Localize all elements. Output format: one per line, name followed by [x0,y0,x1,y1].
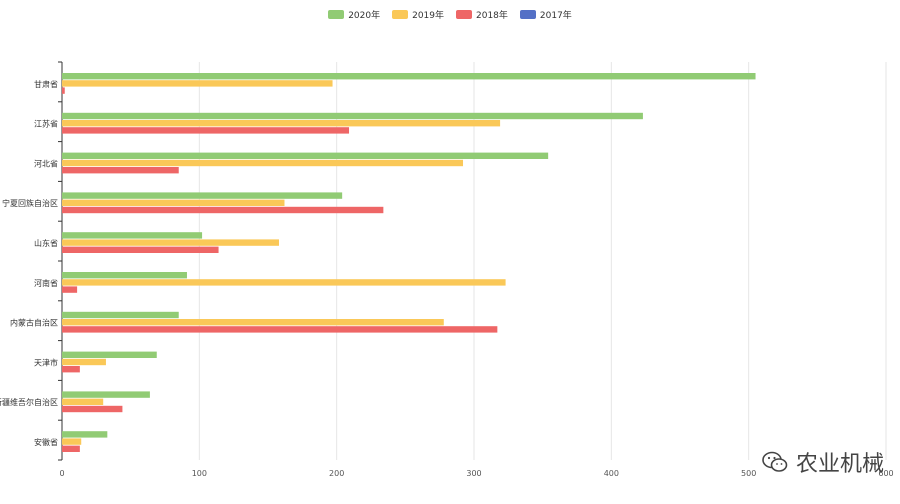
watermark: 农业机械 [760,446,884,478]
y-tick-label: 山东省 [34,238,58,248]
legend-label: 2017年 [539,11,572,21]
bar [62,239,279,246]
legend-swatch [392,10,409,19]
y-tick-label: 河北省 [34,158,58,168]
y-tick-label: 内蒙古自治区 [10,318,58,328]
y-tick-label: 甘肃省 [34,79,58,89]
x-tick-label: 500 [741,469,756,478]
legend-swatch [519,10,536,19]
bar [62,398,104,405]
bar [62,120,501,127]
bar [62,438,82,445]
legend-label: 2018年 [476,11,508,21]
legend: 2020年 2019年 2018年 2017年 [0,8,900,21]
legend-label: 2019年 [412,11,444,21]
bar [62,246,219,253]
y-tick-label: 江苏省 [34,119,58,129]
bar [62,366,80,373]
bar [62,206,384,214]
bar [62,272,187,279]
bar [62,167,179,174]
bar [62,127,350,134]
bar [62,159,464,167]
legend-swatch [328,10,345,19]
bar [62,358,106,366]
bar [62,152,549,159]
legend-item[interactable]: 2018年 [456,8,508,21]
y-tick-label: 宁夏回族自治区 [2,198,58,208]
bar [62,199,285,206]
bar [62,319,444,326]
bar [62,279,506,286]
legend-item[interactable]: 2020年 [328,8,380,21]
x-tick-label: 600 [878,469,893,478]
legend-item[interactable]: 2017年 [519,8,572,21]
bar [62,286,78,293]
bar [62,73,756,80]
bar [62,431,108,438]
y-tick-label: 天津市 [34,357,58,367]
bar [62,232,203,239]
x-tick-label: 300 [466,469,481,478]
bar [62,311,179,319]
bar [62,405,123,413]
y-tick-label: 安徽省 [34,437,58,447]
bar [62,87,65,94]
legend-label: 2020年 [348,11,381,21]
y-tick-label: 河南省 [34,278,58,288]
x-tick-label: 100 [192,469,207,478]
bar [62,112,643,120]
x-tick-label: 400 [604,469,619,478]
bar [62,351,157,358]
legend-item[interactable]: 2019年 [392,8,444,21]
bar [62,80,333,87]
bar [62,326,498,333]
wechat-icon [762,451,788,472]
legend-swatch [456,10,472,19]
bar [62,192,343,199]
bar [62,445,80,452]
y-tick-label: 新疆维吾尔自治区 [0,397,58,407]
x-tick-label: 0 [59,469,64,478]
bar [62,391,150,398]
x-tick-label: 200 [329,469,344,478]
watermark-text: 农业机械 [795,452,884,477]
